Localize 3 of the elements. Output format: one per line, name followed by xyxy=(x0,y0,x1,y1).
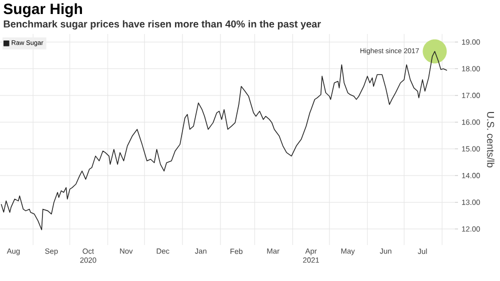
y-axis-title: U.S. cents/lb xyxy=(487,112,494,168)
chart-title: Sugar High xyxy=(4,3,82,18)
chart-subtitle: Benchmark sugar prices have risen more than 40% in the past year xyxy=(4,20,321,30)
